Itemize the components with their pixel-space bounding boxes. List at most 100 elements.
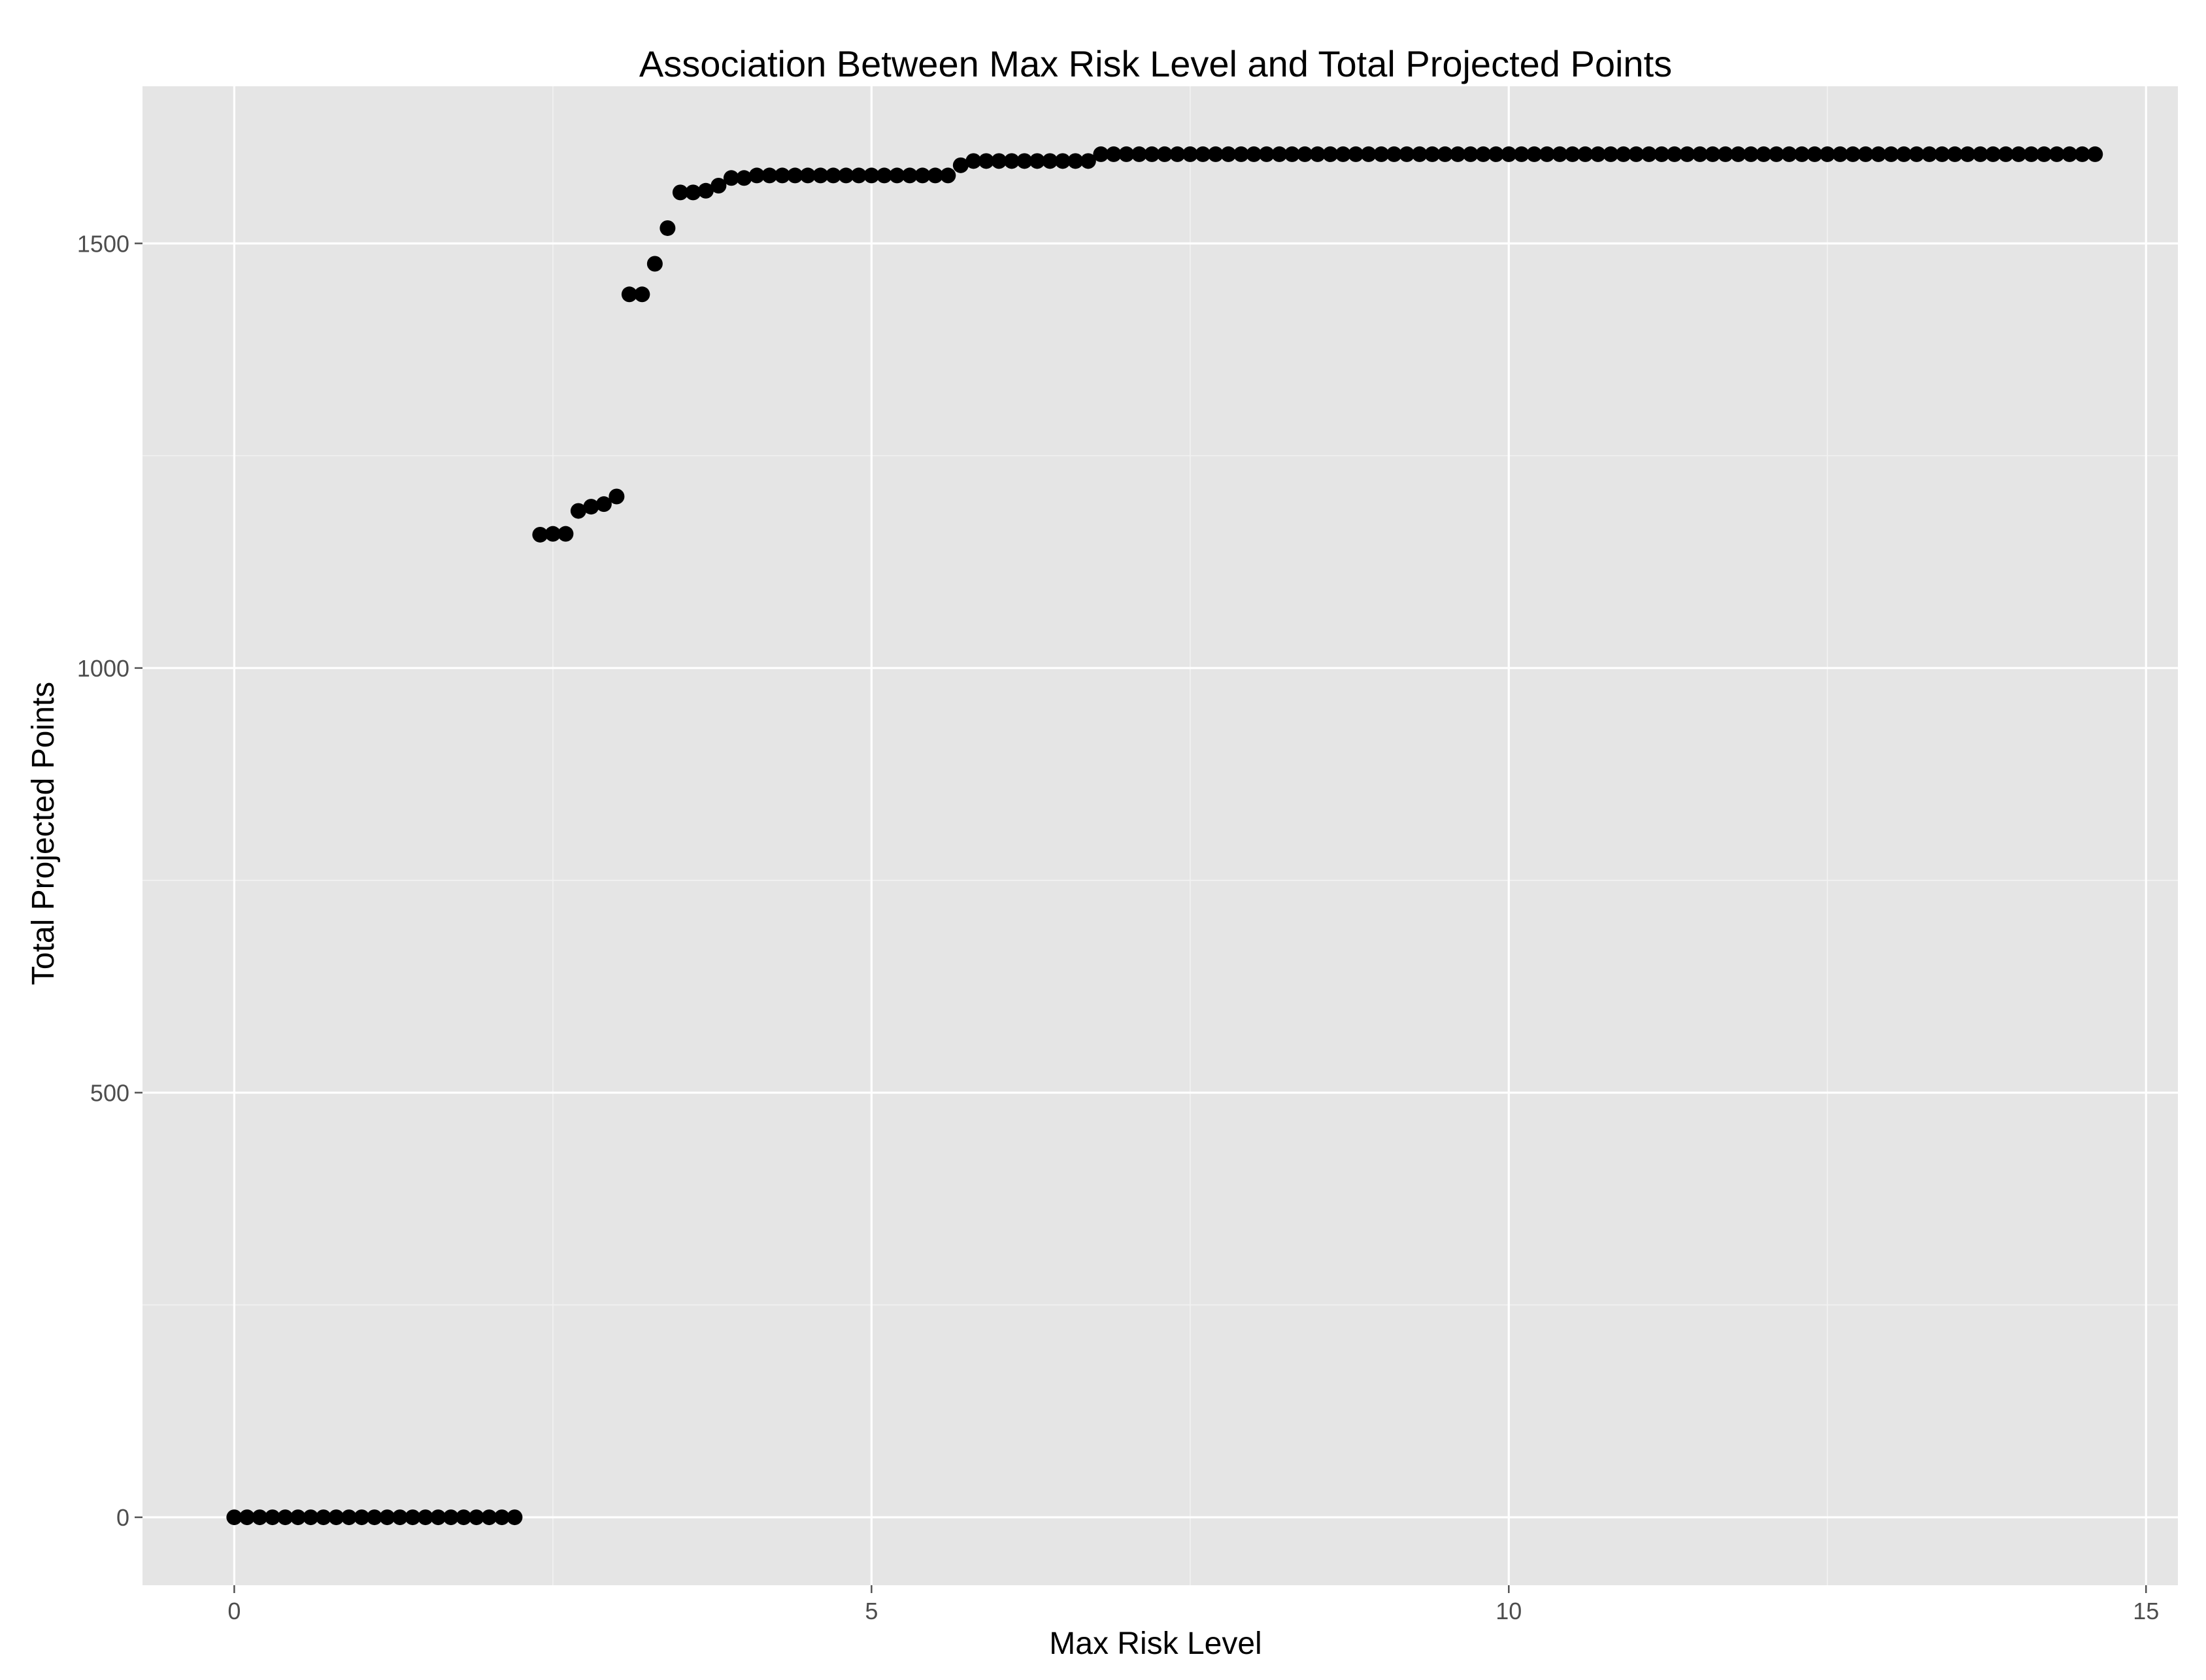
data-point xyxy=(1883,146,1899,162)
data-point xyxy=(1896,146,1912,162)
data-point xyxy=(1552,146,1568,162)
data-point xyxy=(991,153,1007,169)
data-point xyxy=(723,170,739,186)
data-point xyxy=(264,1509,280,1526)
data-point xyxy=(239,1509,255,1526)
data-point xyxy=(621,286,637,303)
data-point xyxy=(252,1509,268,1526)
data-point xyxy=(914,167,931,184)
data-point xyxy=(1131,146,1147,162)
data-point xyxy=(583,499,599,515)
data-point xyxy=(1067,153,1084,169)
data-point xyxy=(1615,146,1631,162)
data-point xyxy=(812,167,829,184)
data-point xyxy=(290,1509,306,1526)
data-point xyxy=(532,526,548,543)
data-point xyxy=(379,1509,395,1526)
y-axis-ticks: 0 500 1000 1500 xyxy=(77,230,142,1531)
data-point xyxy=(1501,146,1517,162)
data-point xyxy=(1462,146,1479,162)
data-point xyxy=(1921,146,1937,162)
data-point xyxy=(927,167,943,184)
data-point xyxy=(660,220,676,236)
data-point xyxy=(1781,146,1797,162)
x-tick-label: 10 xyxy=(1496,1598,1522,1624)
data-point xyxy=(1997,146,2014,162)
data-point xyxy=(1424,146,1441,162)
data-point xyxy=(1399,146,1415,162)
data-point xyxy=(417,1509,433,1526)
data-point xyxy=(1335,146,1351,162)
data-point xyxy=(1475,146,1492,162)
data-point xyxy=(354,1509,370,1526)
data-point xyxy=(2023,146,2039,162)
data-point xyxy=(443,1509,459,1526)
data-point xyxy=(1628,146,1645,162)
data-point xyxy=(1654,146,1670,162)
data-point xyxy=(1972,146,1988,162)
data-point xyxy=(1705,146,1721,162)
data-point xyxy=(1207,146,1224,162)
data-point xyxy=(1692,146,1708,162)
data-point xyxy=(901,167,918,184)
data-point xyxy=(1539,146,1555,162)
data-point xyxy=(838,167,854,184)
data-point xyxy=(1909,146,1925,162)
data-point xyxy=(736,170,752,186)
data-point xyxy=(787,167,803,184)
data-point xyxy=(1756,146,1772,162)
data-point xyxy=(863,167,880,184)
data-point xyxy=(940,167,956,184)
data-point xyxy=(952,157,969,173)
data-point xyxy=(1144,146,1160,162)
data-point xyxy=(493,1509,510,1526)
data-point xyxy=(1169,146,1186,162)
data-point xyxy=(2011,146,2027,162)
data-point xyxy=(634,286,650,303)
data-point xyxy=(710,178,727,194)
data-point xyxy=(366,1509,382,1526)
data-point xyxy=(646,256,663,272)
data-point xyxy=(1360,146,1377,162)
chart-title: Association Between Max Risk Level and T… xyxy=(639,43,1672,84)
data-point xyxy=(672,184,688,201)
data-point xyxy=(1386,146,1402,162)
x-tick-label: 15 xyxy=(2133,1598,2159,1624)
data-point xyxy=(1437,146,1453,162)
y-tick-label: 500 xyxy=(90,1079,129,1106)
y-tick-label: 0 xyxy=(116,1504,129,1531)
data-point xyxy=(1016,153,1033,169)
data-point xyxy=(1934,146,1950,162)
data-point xyxy=(850,167,867,184)
x-axis-title: Max Risk Level xyxy=(1049,1626,1262,1661)
data-point xyxy=(1832,146,1848,162)
data-point xyxy=(761,167,778,184)
data-point xyxy=(1156,146,1173,162)
data-point xyxy=(978,153,994,169)
data-point xyxy=(1411,146,1428,162)
data-point xyxy=(1284,146,1300,162)
y-tick-label: 1000 xyxy=(77,655,129,682)
data-point xyxy=(1845,146,1861,162)
data-point xyxy=(1768,146,1784,162)
data-point xyxy=(1985,146,2001,162)
data-point xyxy=(595,496,612,512)
data-point xyxy=(697,182,714,199)
data-point xyxy=(2048,146,2065,162)
data-point xyxy=(748,167,765,184)
x-axis-ticks: 0 5 10 15 xyxy=(227,1585,2159,1624)
data-point xyxy=(2036,146,2052,162)
data-point xyxy=(544,526,561,542)
data-point xyxy=(315,1509,331,1526)
data-points xyxy=(226,146,2103,1526)
data-point xyxy=(226,1509,242,1526)
data-point xyxy=(1513,146,1529,162)
data-point xyxy=(1105,146,1122,162)
x-tick-label: 0 xyxy=(227,1598,241,1624)
data-point xyxy=(341,1509,357,1526)
data-point xyxy=(1029,153,1045,169)
data-point xyxy=(303,1509,319,1526)
data-point xyxy=(1220,146,1237,162)
data-point xyxy=(825,167,841,184)
y-tick-label: 1500 xyxy=(77,230,129,257)
